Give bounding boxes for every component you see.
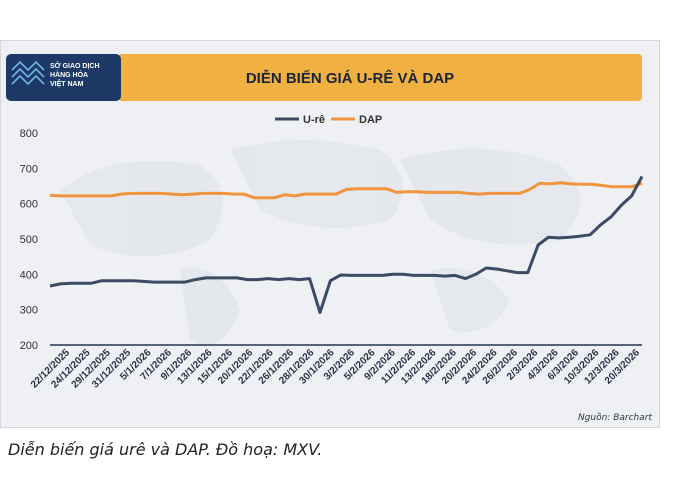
logo-text-line1: SỞ GIAO DỊCH bbox=[50, 61, 100, 70]
chart-title: DIỄN BIẾN GIÁ U-RÊ VÀ DAP bbox=[246, 69, 454, 87]
world-map-background bbox=[60, 140, 580, 346]
logo-text-line3: VIỆT NAM bbox=[50, 79, 84, 88]
logo-text-line2: HÀNG HÓA bbox=[50, 70, 88, 79]
x-axis-labels: 22/12/202524/12/202529/12/202531/12/2025… bbox=[29, 347, 642, 390]
figure-caption: Diễn biến giá urê và DAP. Đồ hoạ: MXV. bbox=[8, 440, 323, 459]
y-tick-label: 500 bbox=[20, 234, 38, 246]
logo-mark-icon bbox=[11, 60, 45, 86]
series-line-dap bbox=[49, 181, 643, 200]
y-tick-label: 600 bbox=[20, 199, 38, 211]
logo: SỞ GIAO DỊCH HÀNG HÓA VIỆT NAM bbox=[6, 54, 121, 101]
y-tick-label: 700 bbox=[20, 163, 38, 175]
legend: U-rê DAP bbox=[275, 114, 382, 126]
logo-badge bbox=[6, 54, 121, 101]
y-tick-label: 200 bbox=[20, 340, 38, 352]
legend-urea-label: U-rê bbox=[303, 114, 325, 126]
chart-canvas: DIỄN BIẾN GIÁ U-RÊ VÀ DAP SỞ GIAO DỊCH H… bbox=[6, 54, 653, 423]
y-axis-labels: 200 300 400 500 600 700 800 bbox=[20, 128, 38, 352]
y-tick-label: 800 bbox=[20, 128, 38, 140]
y-tick-label: 300 bbox=[20, 305, 38, 317]
legend-dap-label: DAP bbox=[359, 114, 382, 126]
header-banner: DIỄN BIẾN GIÁ U-RÊ VÀ DAP bbox=[118, 54, 642, 101]
title-banner bbox=[118, 54, 642, 101]
y-tick-label: 400 bbox=[20, 269, 38, 281]
series-line-urea bbox=[49, 175, 644, 314]
source-note: Nguồn: Barchart bbox=[578, 412, 653, 423]
